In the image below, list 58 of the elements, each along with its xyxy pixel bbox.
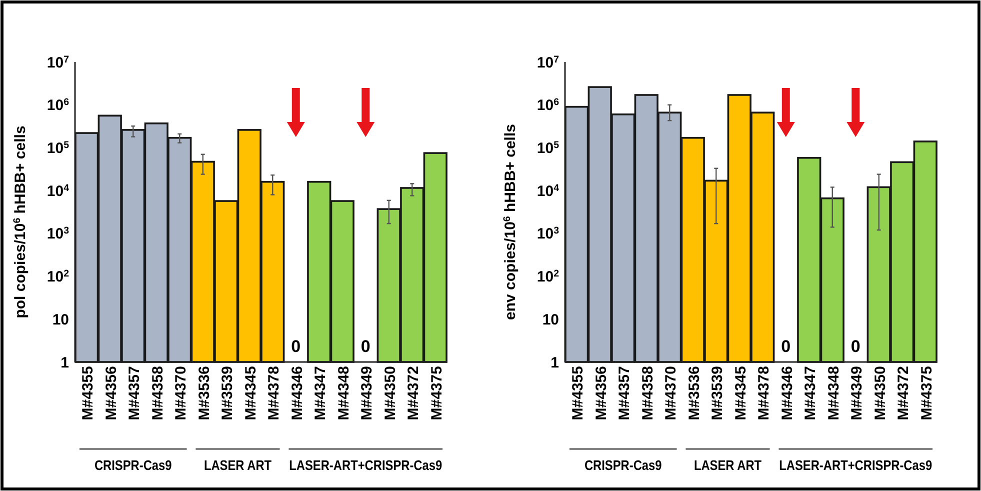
x-tick-label: M#4349 (358, 366, 376, 420)
x-tick-label: M#4348 (825, 366, 842, 420)
y-tick-label: 10$^{3}$ (46, 225, 70, 243)
x-tick-label: M#4350 (382, 366, 399, 420)
y-tick-label: 10$^{3}$ (536, 225, 560, 243)
y-tick-label: 10$^{7}$ (46, 54, 69, 72)
x-tick-label: M#3539 (709, 366, 726, 420)
x-tick-label: M#4346 (288, 366, 306, 420)
x-tick-label: M#3539 (219, 366, 236, 420)
y-tick-label: 10$^{5}$ (536, 139, 560, 157)
annotation: 0 (850, 337, 860, 356)
y-tick-label: 10$^{6}$ (46, 96, 70, 114)
x-tick-label: M#4357 (616, 366, 634, 420)
x-tick-label: M#3536 (686, 366, 703, 420)
x-tick-label: M#4355 (570, 366, 587, 420)
text: LASER ART (204, 457, 272, 474)
x-tick-label: M#4347 (802, 366, 820, 420)
x-tick-label: M#4375 (918, 366, 936, 420)
y-tick-label: 10 (52, 311, 69, 328)
y-tick-label: 10$^{4}$ (46, 182, 70, 200)
text: LASER-ART+CRISPR-Cas9 (779, 457, 932, 474)
x-tick-label: M#4348 (335, 366, 352, 420)
y-tick-label: 10$^{5}$ (46, 139, 70, 157)
x-tick-label: M#4350 (872, 366, 889, 420)
x-tick-label: M#4346 (778, 366, 796, 420)
text: LASER-ART+CRISPR-Cas9 (289, 457, 442, 474)
x-tick-label: M#4375 (428, 366, 446, 420)
x-tick-label: M#4357 (126, 366, 144, 420)
annotation: 0 (291, 337, 301, 356)
x-tick-label: M#4372 (405, 366, 422, 420)
x-tick-label: M#4356 (102, 366, 120, 420)
y-tick-label: 1 (550, 354, 559, 372)
x-tick-label: M#4372 (895, 366, 912, 420)
x-tick-label: M#4378 (266, 366, 283, 420)
y-tick-label: 10$^{2}$ (536, 268, 560, 286)
x-tick-label: M#4370 (662, 366, 680, 420)
x-tick-label: M#4356 (592, 366, 610, 420)
x-tick-label: M#4349 (848, 366, 866, 420)
x-tick-label: M#4370 (172, 366, 190, 420)
y-tick-label: 1 (60, 354, 69, 372)
text: CRISPR-Cas9 (584, 457, 662, 474)
y-tick-label: 10$^{6}$ (536, 96, 560, 114)
annotation: 0 (360, 337, 370, 356)
x-tick-label: M#4358 (149, 366, 166, 420)
y-tick-label: 10$^{7}$ (536, 54, 559, 72)
x-tick-label: M#4347 (312, 366, 330, 420)
annotation: 0 (781, 337, 791, 356)
x-tick-label: M#4355 (80, 366, 97, 420)
x-tick-label: M#3536 (196, 366, 213, 420)
y-tick-label: 10$^{2}$ (46, 268, 70, 286)
y-tick-label: 10 (542, 311, 559, 328)
x-tick-label: M#4378 (756, 366, 773, 420)
x-tick-label: M#4345 (242, 366, 260, 420)
text: CRISPR-Cas9 (94, 457, 172, 474)
text: LASER ART (694, 457, 762, 474)
x-tick-label: M#4358 (639, 366, 656, 420)
y-tick-label: 10$^{4}$ (536, 182, 560, 200)
x-tick-label: M#4345 (732, 366, 750, 420)
